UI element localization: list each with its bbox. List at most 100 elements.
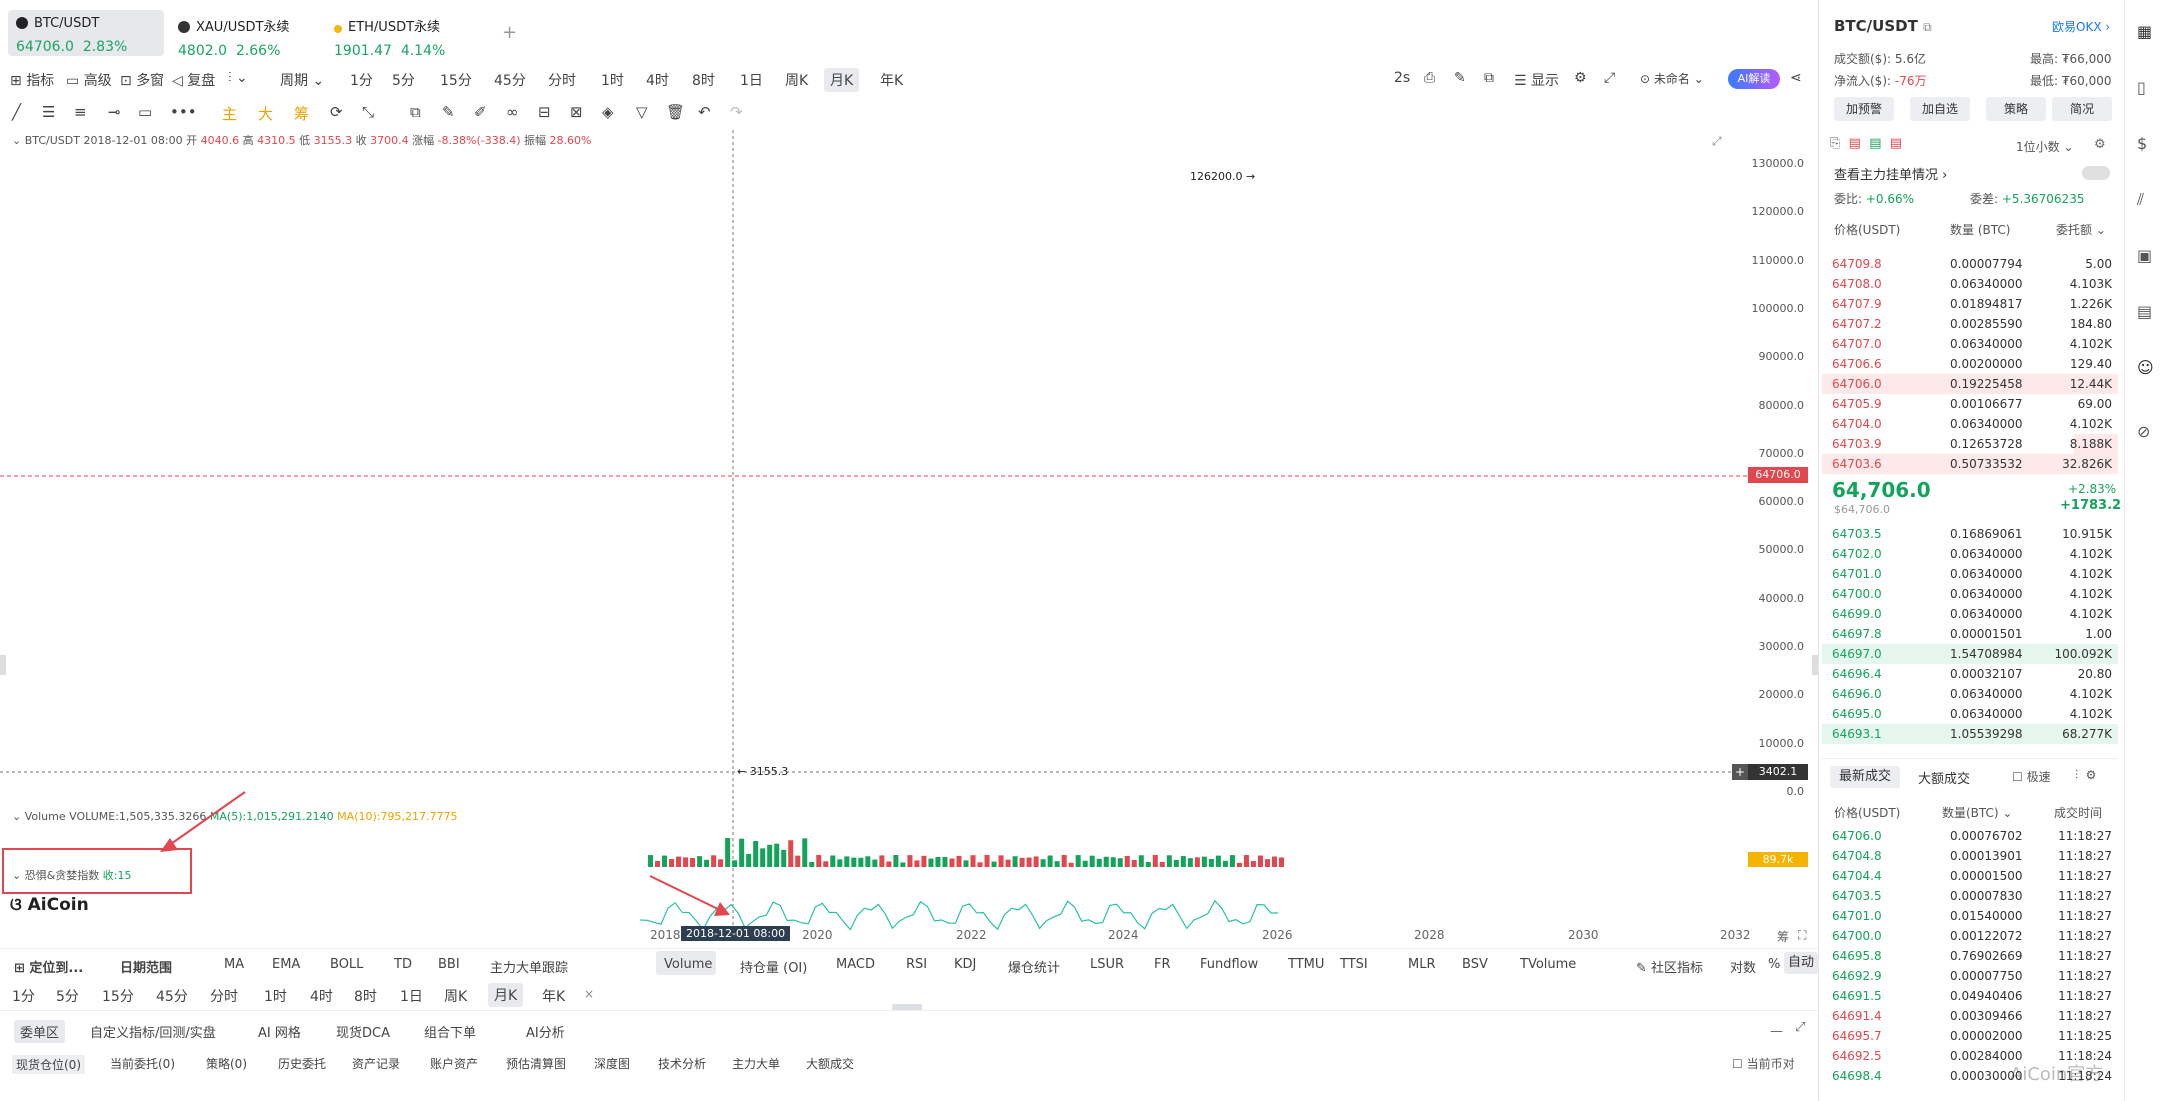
- interval2-3[interactable]: 45分: [156, 989, 188, 1005]
- bids-row[interactable]: 64695.0 0.06340000 4.102K: [1822, 704, 2118, 724]
- indicators-button[interactable]: ⊞ 指标: [10, 73, 55, 89]
- grid-side-icon[interactable]: ▤: [2137, 302, 2153, 321]
- indicator-0[interactable]: MA: [224, 957, 245, 972]
- asks-row[interactable]: 64706.0 0.19225458 12.44K: [1822, 374, 2118, 394]
- bottom-tab-0[interactable]: 委单区: [14, 1020, 66, 1043]
- sub-indicator-10[interactable]: TTSI: [1340, 957, 1368, 972]
- sub-indicator-4[interactable]: KDJ: [954, 957, 977, 972]
- overview-button[interactable]: 简况: [2052, 97, 2112, 121]
- brush-icon[interactable]: ✎: [442, 103, 455, 121]
- left-collapse-handle[interactable]: [0, 655, 6, 675]
- orderbook-settings-icon[interactable]: ⚙: [2094, 137, 2106, 152]
- notes-side-icon[interactable]: ▯: [2137, 78, 2146, 97]
- bids-row[interactable]: 64699.0 0.06340000 4.102K: [1822, 604, 2118, 624]
- period-dropdown[interactable]: 周期 ⌄: [280, 73, 325, 89]
- indicator-5[interactable]: 主力大单跟踪: [490, 961, 569, 976]
- sub-indicator-5[interactable]: 爆仓统计: [1008, 961, 1061, 976]
- tab-latest-trades[interactable]: 最新成交: [1830, 766, 1900, 788]
- col-amount[interactable]: 委托额 ⌄: [2056, 223, 2106, 237]
- add-alert-button[interactable]: 加预警: [1834, 97, 1894, 121]
- filter-icon[interactable]: ▽: [636, 103, 648, 121]
- interval2-8[interactable]: 1日: [400, 989, 423, 1005]
- rect-tool-icon[interactable]: ▭: [138, 103, 153, 121]
- sub-indicator-9[interactable]: TTMU: [1288, 957, 1325, 972]
- pen-icon[interactable]: ✎: [1454, 70, 1466, 86]
- share-icon[interactable]: ⋖: [1790, 70, 1802, 86]
- interval2-4[interactable]: 分时: [210, 989, 238, 1005]
- interval-8[interactable]: 1日: [740, 73, 763, 89]
- trash-icon[interactable]: 🗑: [666, 103, 686, 121]
- dots-tool-icon[interactable]: •••: [170, 103, 197, 121]
- fullscreen-icon[interactable]: ⤢: [1604, 70, 1616, 86]
- bottom-tab-2[interactable]: AI 网格: [258, 1026, 301, 1041]
- link-side-icon[interactable]: ⊘: [2137, 422, 2151, 441]
- col-qty[interactable]: 数量 (BTC): [1950, 223, 2011, 237]
- bids-row[interactable]: 64696.0 0.06340000 4.102K: [1822, 684, 2118, 704]
- indicator-3[interactable]: TD: [394, 957, 412, 972]
- hline-tool-icon[interactable]: ☰: [42, 103, 56, 121]
- sub-indicator-2[interactable]: MACD: [836, 957, 875, 972]
- interval-11[interactable]: 年K: [880, 73, 904, 89]
- interval2-10[interactable]: 月K: [488, 983, 524, 1007]
- close-icon[interactable]: ×: [584, 987, 595, 1001]
- order-tab-8[interactable]: 技术分析: [658, 1057, 707, 1071]
- sub-indicator-0[interactable]: Volume: [664, 957, 713, 972]
- asks-row[interactable]: 64704.0 0.06340000 4.102K: [1822, 414, 2118, 434]
- sub-indicator-8[interactable]: Fundflow: [1200, 957, 1259, 972]
- interval2-6[interactable]: 4时: [310, 989, 333, 1005]
- decimals-dropdown[interactable]: 1位小数 ⌄: [2016, 140, 2074, 154]
- interval2-7[interactable]: 8时: [354, 989, 377, 1005]
- log-scale-button[interactable]: 对数: [1730, 961, 1757, 976]
- bids-row[interactable]: 64700.0 0.06340000 4.102K: [1822, 584, 2118, 604]
- asks-row[interactable]: 64707.9 0.01894817 1.226K: [1822, 294, 2118, 314]
- interval-4[interactable]: 分时: [548, 73, 576, 89]
- percent-scale-button[interactable]: %: [1768, 957, 1781, 972]
- copy-icon[interactable]: ⧉: [410, 103, 421, 121]
- indicator-2[interactable]: BOLL: [330, 957, 364, 972]
- chain-icon[interactable]: ∞: [506, 103, 519, 121]
- eraser-icon[interactable]: ✐: [474, 103, 487, 121]
- order-tab-1[interactable]: 当前委托(0): [110, 1057, 175, 1071]
- tab-xau[interactable]: XAU/USDT永续 4802.0 2.66%: [178, 20, 290, 59]
- bottom-tab-4[interactable]: 组合下单: [424, 1026, 477, 1041]
- minimize-icon[interactable]: —: [1770, 1024, 1783, 1039]
- bids-row[interactable]: 64693.1 1.05539298 68.277K: [1822, 724, 2118, 744]
- asks-row[interactable]: 64705.9 0.00106677 69.00: [1822, 394, 2118, 414]
- link-icon[interactable]: ⧉: [1484, 70, 1494, 86]
- order-tab-5[interactable]: 账户资产: [430, 1057, 479, 1071]
- bids-row[interactable]: 64703.5 0.16869061 10.915K: [1822, 524, 2118, 544]
- order-tab-0[interactable]: 现货仓位(0): [12, 1055, 85, 1074]
- order-tab-6[interactable]: 预估清算图: [506, 1057, 567, 1071]
- interval2-11[interactable]: 年K: [542, 989, 566, 1005]
- auto-scale-button[interactable]: 自动: [1784, 952, 1818, 974]
- panel-resize-handle[interactable]: [892, 1004, 922, 1011]
- bids-row[interactable]: 64697.0 1.54708984 100.092K: [1822, 644, 2118, 664]
- redo-icon[interactable]: ↷: [730, 103, 743, 121]
- sub-indicator-12[interactable]: BSV: [1462, 957, 1488, 972]
- asks-row[interactable]: 64703.9 0.12653728 8.188K: [1822, 434, 2118, 454]
- order-tab-2[interactable]: 策略(0): [206, 1057, 247, 1071]
- fast-checkbox[interactable]: ☐ 极速: [2012, 770, 2051, 784]
- community-indicators[interactable]: ✎ 社区指标: [1636, 961, 1704, 976]
- bottom-tab-1[interactable]: 自定义指标/回测/实盘: [90, 1026, 216, 1041]
- wallet-side-icon[interactable]: $: [2137, 134, 2148, 153]
- add-alert-icon[interactable]: +: [1732, 764, 1748, 780]
- advanced-button[interactable]: ▭ 高级: [66, 73, 112, 89]
- order-tab-10[interactable]: 大额成交: [806, 1057, 855, 1071]
- display-button[interactable]: ☰ 显示: [1514, 73, 1560, 89]
- interval2-5[interactable]: 1时: [264, 989, 287, 1005]
- ai-interpret-button[interactable]: AI解读: [1728, 69, 1780, 89]
- interval-10[interactable]: 月K: [824, 68, 860, 92]
- order-tab-3[interactable]: 历史委托: [278, 1057, 327, 1071]
- add-tab-icon[interactable]: +: [502, 22, 518, 43]
- main-tool[interactable]: 主: [222, 105, 238, 123]
- date-range-button[interactable]: 日期范围: [120, 961, 173, 976]
- sub-indicator-7[interactable]: FR: [1154, 957, 1171, 972]
- sub-indicator-13[interactable]: TVolume: [1520, 957, 1577, 972]
- layout-dropdown[interactable]: ⊙ 未命名 ⌄: [1640, 72, 1704, 86]
- interval2-1[interactable]: 5分: [56, 989, 79, 1005]
- collapse-icon[interactable]: ⌄: [12, 134, 22, 147]
- interval-7[interactable]: 8时: [692, 73, 715, 89]
- current-pair-checkbox[interactable]: ☐ 当前币对: [1732, 1057, 1795, 1071]
- main-orders-toggle[interactable]: [2082, 166, 2110, 180]
